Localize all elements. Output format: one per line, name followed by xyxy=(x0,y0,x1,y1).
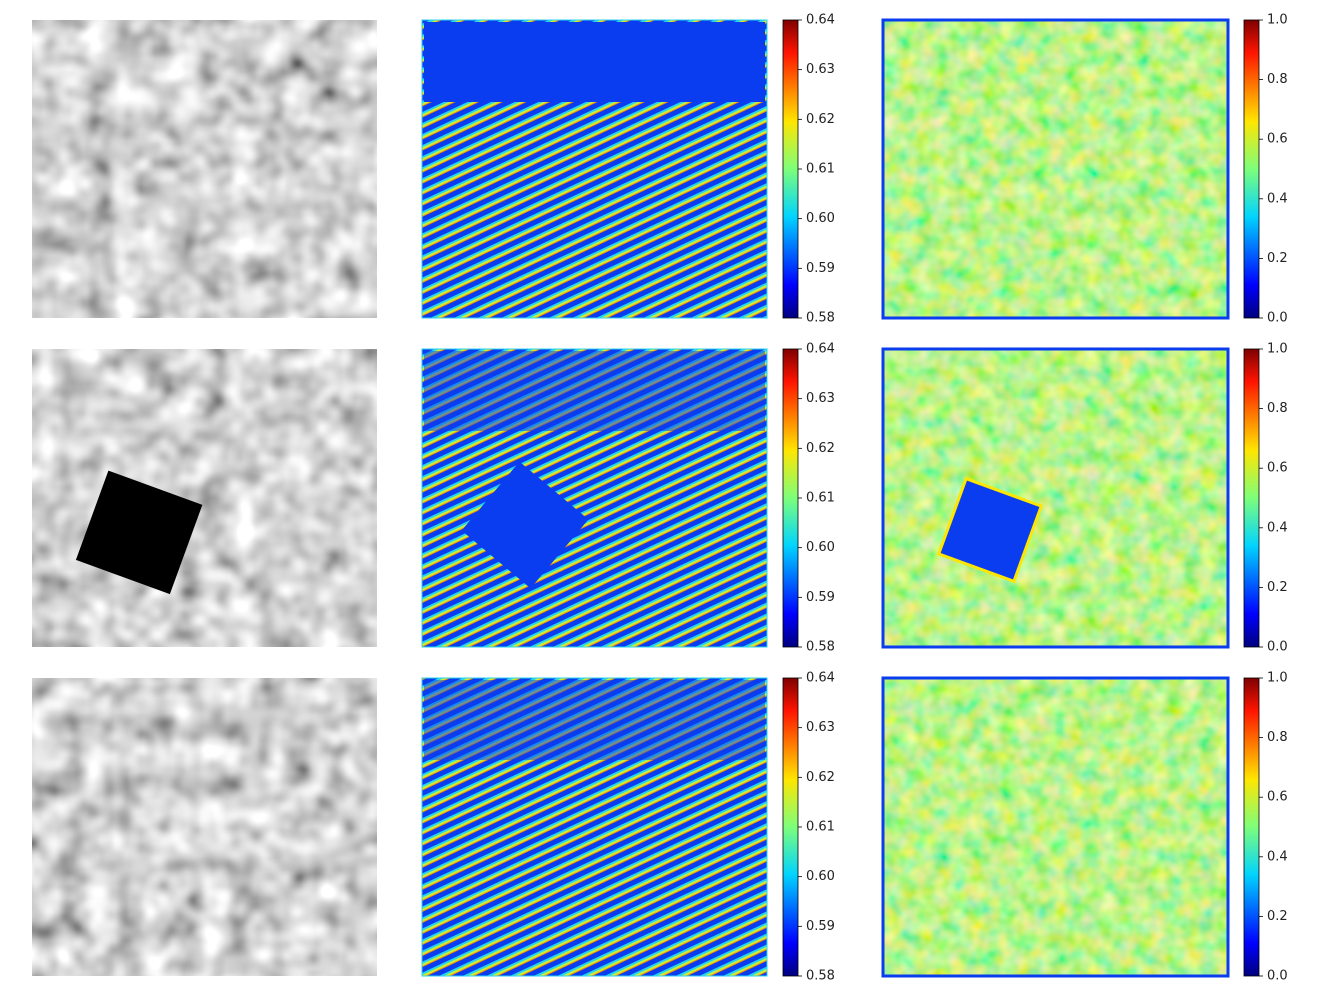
masked-region xyxy=(75,470,203,595)
grayscale-image xyxy=(32,349,377,647)
colorbar-tick-label: 0.8 xyxy=(1267,401,1288,416)
colorbar-tick-label: 0.6 xyxy=(1267,461,1288,476)
masked-region xyxy=(936,476,1044,584)
grayscale-image xyxy=(32,678,377,976)
quality-map xyxy=(883,20,1228,318)
colorbar-tick-label: 0.61 xyxy=(806,820,835,835)
colorbar-tick-label: 0.8 xyxy=(1267,72,1288,87)
colorbar-tick-label: 0.6 xyxy=(1267,132,1288,147)
colorbar-tick-label: 0.2 xyxy=(1267,909,1288,924)
colorbar xyxy=(782,348,799,648)
colorbar xyxy=(782,677,799,977)
colorbar-tick-label: 0.2 xyxy=(1267,251,1288,266)
colorbar-tick-label: 0.58 xyxy=(806,311,835,326)
ridge-background xyxy=(424,351,765,431)
colorbar-tick-label: 0.63 xyxy=(806,62,835,77)
quality-map xyxy=(883,678,1228,976)
masked-region xyxy=(461,461,589,589)
colorbar-tick-label: 1.0 xyxy=(1267,13,1288,28)
colorbar-tick-label: 0.62 xyxy=(806,112,835,127)
colorbar-tick-label: 0.62 xyxy=(806,770,835,785)
colorbar-tick-label: 0.4 xyxy=(1267,191,1288,206)
colorbar-tick-label: 0.6 xyxy=(1267,790,1288,805)
colorbar-tick-label: 0.60 xyxy=(806,540,835,555)
quality-border xyxy=(881,18,1230,320)
colorbar-tick-label: 0.58 xyxy=(806,640,835,655)
colorbar-tick-label: 0.59 xyxy=(806,919,835,934)
ridge-background xyxy=(424,22,765,102)
ridge-background xyxy=(424,680,765,760)
colorbar-tick-label: 0.63 xyxy=(806,391,835,406)
colorbar-tick-label: 0.64 xyxy=(806,342,835,357)
colorbar-tick-label: 0.0 xyxy=(1267,640,1288,655)
colorbar-tick-label: 0.63 xyxy=(806,720,835,735)
colorbar-tick-label: 1.0 xyxy=(1267,671,1288,686)
colorbar xyxy=(1243,677,1260,977)
quality-border xyxy=(881,347,1230,649)
colorbar-tick-label: 0.62 xyxy=(806,441,835,456)
colorbar-tick-label: 0.64 xyxy=(806,671,835,686)
colorbar-tick-label: 0.60 xyxy=(806,869,835,884)
colorbar-tick-label: 0.59 xyxy=(806,590,835,605)
colorbar xyxy=(1243,348,1260,648)
colorbar-tick-label: 0.60 xyxy=(806,211,835,226)
colorbar-tick-label: 0.58 xyxy=(806,969,835,984)
quality-border xyxy=(881,676,1230,978)
grayscale-image xyxy=(32,20,377,318)
colorbar-tick-label: 0.61 xyxy=(806,162,835,177)
colorbar-tick-label: 0.0 xyxy=(1267,311,1288,326)
colorbar-tick-label: 0.4 xyxy=(1267,520,1288,535)
colorbar-tick-label: 0.8 xyxy=(1267,730,1288,745)
colorbar-tick-label: 0.61 xyxy=(806,491,835,506)
colorbar-tick-label: 1.0 xyxy=(1267,342,1288,357)
colorbar xyxy=(782,19,799,319)
colorbar-tick-label: 0.2 xyxy=(1267,580,1288,595)
colorbar xyxy=(1243,19,1260,319)
colorbar-tick-label: 0.4 xyxy=(1267,849,1288,864)
colorbar-tick-label: 0.0 xyxy=(1267,969,1288,984)
quality-map xyxy=(883,349,1228,647)
colorbar-tick-label: 0.64 xyxy=(806,13,835,28)
colorbar-tick-label: 0.59 xyxy=(806,261,835,276)
